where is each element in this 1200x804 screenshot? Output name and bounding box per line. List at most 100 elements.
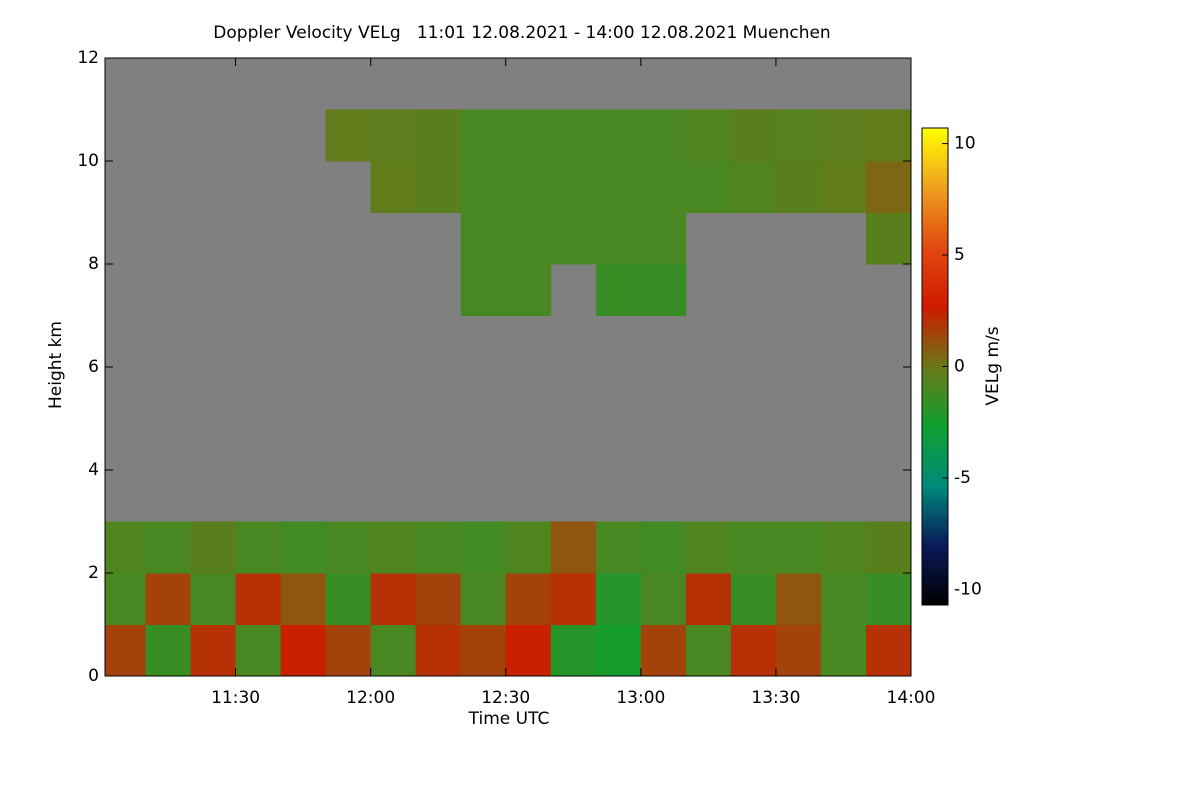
x-tick-label: 12:00	[346, 688, 395, 708]
heatmap-cell	[685, 624, 732, 677]
colorbar-tick-label: 10	[954, 134, 976, 154]
heatmap-cell	[460, 161, 507, 213]
colorbar-tick-label: 5	[954, 245, 965, 265]
heatmap-cell	[730, 161, 777, 213]
heatmap-cell	[280, 624, 327, 677]
heatmap-cell	[505, 521, 552, 574]
heatmap-cell	[640, 109, 687, 162]
x-tick-label: 13:30	[751, 688, 800, 708]
heatmap-cell	[370, 161, 417, 213]
heatmap-cell	[505, 264, 552, 316]
heatmap-cell	[685, 161, 732, 213]
heatmap-cell	[235, 521, 282, 574]
y-tick-label: 0	[88, 666, 99, 686]
heatmap-cell	[325, 573, 372, 625]
y-tick-label: 8	[88, 254, 99, 274]
heatmap-cell	[550, 573, 597, 625]
heatmap-cell	[775, 573, 822, 625]
heatmap-cell	[640, 212, 687, 265]
heatmap-cell	[415, 624, 462, 677]
heatmap-cell	[370, 521, 417, 574]
heatmap-cell	[505, 161, 552, 213]
heatmap-cell	[640, 264, 687, 316]
heatmap-cell	[640, 161, 687, 213]
heatmap-cell	[505, 109, 552, 162]
heatmap-cell	[865, 573, 912, 625]
heatmap-cell	[325, 624, 372, 677]
colorbar-tick-label: -10	[954, 579, 982, 599]
chart-title: Doppler Velocity VELg 11:01 12.08.2021 -…	[213, 23, 830, 43]
heatmap-cell	[415, 521, 462, 574]
heatmap-cell	[640, 521, 687, 574]
heatmap-cell	[505, 624, 552, 677]
heatmap-cell	[775, 161, 822, 213]
heatmap-cell	[460, 573, 507, 625]
heatmap-cell	[685, 521, 732, 574]
heatmap-cell	[775, 624, 822, 677]
x-axis-label: Time UTC	[468, 709, 550, 729]
heatmap-cell	[730, 109, 777, 162]
heatmap-cell	[190, 521, 237, 574]
heatmap-cell	[460, 521, 507, 574]
heatmap-cell	[460, 624, 507, 677]
heatmap-cell	[105, 573, 147, 625]
heatmap-cell	[325, 109, 372, 162]
heatmap-cell	[105, 624, 147, 677]
heatmap-cell	[145, 624, 192, 677]
heatmap-cell	[145, 573, 192, 625]
heatmap-cell	[595, 521, 642, 574]
heatmap-cell	[730, 573, 777, 625]
heatmap-cell	[415, 109, 462, 162]
heatmap-cell	[550, 109, 597, 162]
x-tick-label: 12:30	[481, 688, 530, 708]
heatmap-cell	[595, 212, 642, 265]
heatmap-cell	[370, 573, 417, 625]
colorbar-label: VELg m/s	[983, 326, 1003, 405]
heatmap-cell	[685, 109, 732, 162]
heatmap-cell	[460, 109, 507, 162]
heatmap-cell	[460, 212, 507, 265]
heatmap-cell	[595, 573, 642, 625]
heatmap-cell	[280, 521, 327, 574]
heatmap-cell	[235, 624, 282, 677]
heatmap-cell	[105, 521, 147, 574]
heatmap-cell	[865, 109, 912, 162]
y-tick-label: 4	[88, 460, 99, 480]
heatmap-cell	[865, 212, 912, 265]
y-tick-label: 2	[88, 563, 99, 583]
heatmap-cell	[820, 521, 867, 574]
heatmap-cell	[325, 521, 372, 574]
x-tick-label: 14:00	[887, 688, 936, 708]
heatmap-cell	[595, 161, 642, 213]
heatmap-cell	[820, 573, 867, 625]
heatmap-cell	[415, 573, 462, 625]
heatmap-cell	[550, 212, 597, 265]
heatmap-cell	[550, 624, 597, 677]
heatmap-cell	[190, 573, 237, 625]
heatmap-cell	[820, 624, 867, 677]
heatmap-cell	[730, 521, 777, 574]
heatmap-cell	[775, 521, 822, 574]
x-tick-label: 11:30	[211, 688, 260, 708]
heatmap-cell	[820, 161, 867, 213]
heatmap-cell	[865, 161, 912, 213]
colorbar-tick-label: 0	[954, 357, 965, 377]
heatmap-cell	[235, 573, 282, 625]
colorbar-tick-label: -5	[954, 468, 971, 488]
heatmap-cell	[820, 109, 867, 162]
y-axis-label: Height km	[46, 321, 66, 409]
heatmap-cell	[595, 264, 642, 316]
heatmap-cell	[550, 521, 597, 574]
heatmap-cell	[145, 521, 192, 574]
heatmap-cell	[505, 573, 552, 625]
heatmap-cell	[865, 521, 912, 574]
heatmap-cell	[640, 573, 687, 625]
heatmap-cell	[415, 161, 462, 213]
heatmap-cell	[505, 212, 552, 265]
heatmap-cell	[280, 573, 327, 625]
heatmap-cell	[775, 109, 822, 162]
heatmap-cell	[460, 264, 507, 316]
heatmap-cell	[730, 624, 777, 677]
heatmap-cell	[685, 573, 732, 625]
